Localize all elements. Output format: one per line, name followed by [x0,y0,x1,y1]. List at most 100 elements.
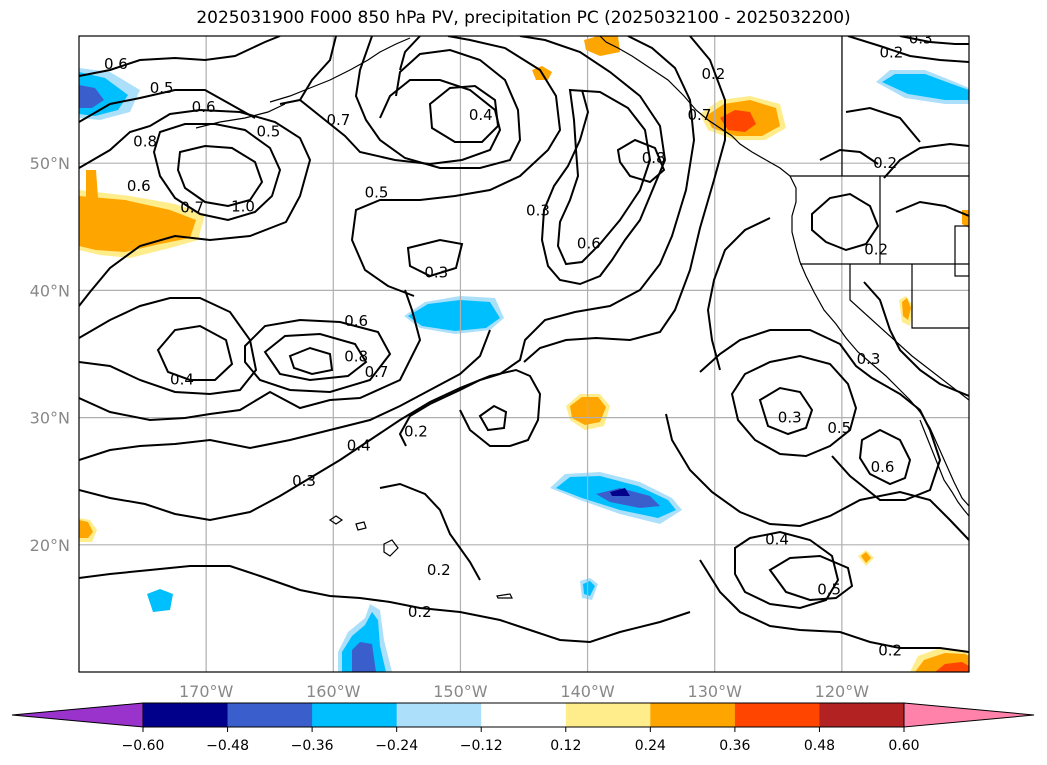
colorbar-tick-label: −0.48 [206,738,249,754]
contour-label: 0.5 [817,580,841,598]
contour-label: 0.5 [827,419,851,437]
precip-positive-patch [935,662,969,672]
pv-contour [768,554,854,602]
longitude-tick-label: 140°W [560,682,615,701]
precip-negative-patch [79,85,104,108]
contour-label: 0.3 [778,409,802,427]
pv-contour [156,324,234,381]
map-title: 2025031900 F000 850 hPa PV, precipitatio… [196,8,851,28]
pv-contour [152,123,282,222]
pv-contour [699,559,969,653]
map-frame [78,35,970,673]
contour-label: 0.6 [344,312,368,330]
contour-label: 0.3 [292,472,316,490]
latitude-tick-label: 30°N [30,409,70,428]
colorbar-tick-label: 0.24 [635,738,666,754]
colorbar-frame [142,702,905,728]
contour-label: 0.2 [408,603,432,621]
contour-label: 0.2 [404,423,428,441]
pv-contour [263,332,368,382]
contour-label: 0.6 [577,234,601,252]
contour-label: 0.3 [424,264,448,282]
longitude-tick-label: 150°W [433,682,488,701]
pv-contour [79,108,312,307]
pv-contour [428,84,500,143]
contour-label: 0.2 [880,44,904,62]
precip-positive-patch [79,520,93,538]
contour-label: 0.8 [133,133,157,151]
contour-label: 0.3 [526,201,550,219]
baja-coastline [919,419,969,517]
colorbar-segment [565,703,651,727]
pv-contour [398,36,696,447]
contour-label: 0.5 [257,122,281,140]
pv-contour [895,200,969,217]
colorbar-segment [734,703,820,727]
pv-contour [399,36,421,71]
colorbar-tick-label: 0.48 [804,738,835,754]
contour-label: 0.3 [857,350,881,368]
pv-contour [350,36,562,297]
pv-contour [244,318,392,394]
pv-contour [734,530,840,610]
ocean-background [79,36,969,672]
pv-contour [845,106,921,143]
precip-negative-patch [147,589,173,612]
precip-positive-patch [584,36,620,56]
colorbar-over-extension [903,702,1035,728]
contour-label: 0.3 [909,30,933,48]
contour-labels: 0.6 0.6 0.8 0.5 0.7 0.4 0.5 0.6 0.7 1.0 0.3 0.8 0.6 0… [104,30,933,659]
contour-label: 0.2 [864,241,888,259]
contour-label: 0.4 [170,370,194,388]
contour-label: 0.6 [104,55,128,73]
contour-label: 0.4 [469,106,493,124]
pv-contour [847,36,969,63]
precip-positive-patch [861,552,871,563]
precip-negative-patch [583,581,595,596]
pv-contour [819,148,879,165]
pv-contour [665,413,969,541]
pv-contour [79,297,258,396]
pv-contour [176,144,264,208]
pv-contour [556,88,652,266]
longitude-labels: 170°W 160°W 150°W 140°W 130°W 120°W [179,682,869,701]
colorbar-segment [143,703,229,727]
colorbar-segment [227,703,313,727]
precip-negative-patch [610,488,630,496]
contour-label: 0.5 [150,79,174,97]
coastlines [195,36,969,599]
colorbar-segment [396,703,482,727]
pv-contour [279,79,502,166]
latitude-tick-label: 20°N [30,536,70,555]
contour-label: 0.2 [702,65,726,83]
pv-contour [478,404,508,432]
pv-contour [79,565,691,644]
colorbar-under-extension [11,702,144,728]
contour-label: 0.2 [873,154,897,172]
contour-label: 0.7 [326,111,350,129]
contour-label: 0.7 [688,106,712,124]
pv-contour [79,89,256,123]
precip-negative-patch [882,74,969,100]
colorbar-tick-label: −0.12 [460,738,503,754]
pv-contour [699,329,942,501]
contour-label: 0.7 [180,199,204,217]
contour-label: 0.6 [127,177,151,195]
contour-label: 0.2 [427,561,451,579]
colorbar-tick-label: −0.36 [291,738,334,754]
contour-label: 0.7 [365,363,389,381]
contour-label: 0.2 [878,641,902,659]
pv-contour [299,36,337,101]
contour-label: 0.5 [365,183,389,201]
us-state-lines [800,176,969,401]
colorbar-segment [481,703,567,727]
pv-contour [863,281,969,397]
colorbar-tick-label: −0.60 [122,738,165,754]
pv-contour [706,217,771,371]
colorbar-segment [819,703,905,727]
contour-label: 0.8 [344,348,368,366]
pv-contour [858,428,912,486]
map-area: 0.6 0.6 0.8 0.5 0.7 0.4 0.5 0.6 0.7 1.0 0.3 0.8 0.6 0… [79,30,969,672]
pv-contour [616,138,666,184]
